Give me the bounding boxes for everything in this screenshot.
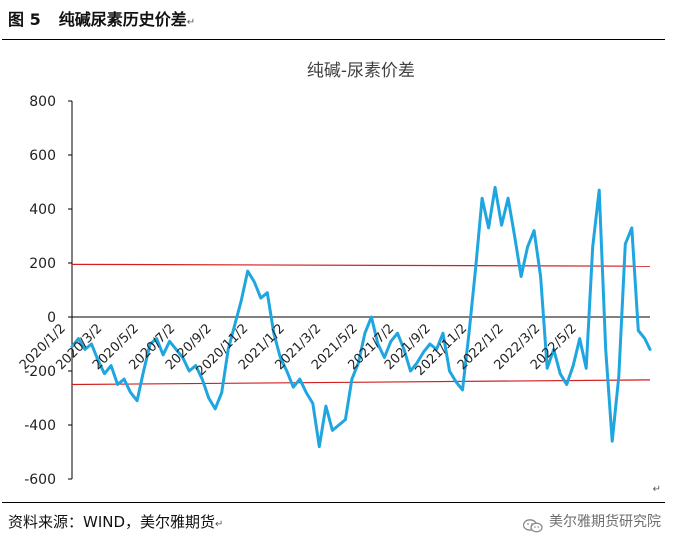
source-note: 资料来源：WIND，美尔雅期货↵: [8, 508, 223, 536]
y-tick-label: 600: [29, 148, 56, 164]
watermark: 美尔雅期货研究院: [522, 508, 661, 536]
y-tick-label: -400: [24, 418, 56, 434]
figure-number: 图 5: [8, 10, 41, 29]
source-return-mark: ↵: [215, 519, 224, 530]
chart-return-mark: ↵: [652, 484, 661, 495]
y-tick-label: 800: [29, 94, 56, 110]
chart-svg: 纯碱-尿素价差-600-400-20002004006008002020/1/2…: [17, 61, 652, 488]
wechat-icon: [522, 515, 543, 533]
reference-line: [71, 263, 651, 267]
bottom-rule: [2, 502, 665, 503]
y-tick-label: 0: [47, 310, 56, 326]
figure-title: 纯碱尿素历史价差: [58, 10, 187, 29]
return-mark: ↵: [186, 17, 196, 28]
y-tick-label: -600: [24, 472, 56, 488]
y-tick-label: 200: [29, 256, 56, 272]
y-tick-label: -200: [24, 364, 56, 380]
chart: 纯碱-尿素价差 -600 -400 -200 0 200 400 600 800 2020/1/2…: [0, 40, 673, 502]
watermark-text: 美尔雅期货研究院: [549, 514, 661, 530]
chart-title: 纯碱-尿素价差: [307, 61, 415, 81]
series-line: [70, 185, 652, 449]
figure-caption: 图 5 纯碱尿素历史价差↵: [8, 6, 664, 34]
reference-line: [71, 379, 651, 386]
source-text: 资料来源：WIND，美尔雅期货: [8, 513, 216, 531]
top-rule: [2, 39, 665, 40]
y-tick-label: 400: [29, 202, 56, 218]
